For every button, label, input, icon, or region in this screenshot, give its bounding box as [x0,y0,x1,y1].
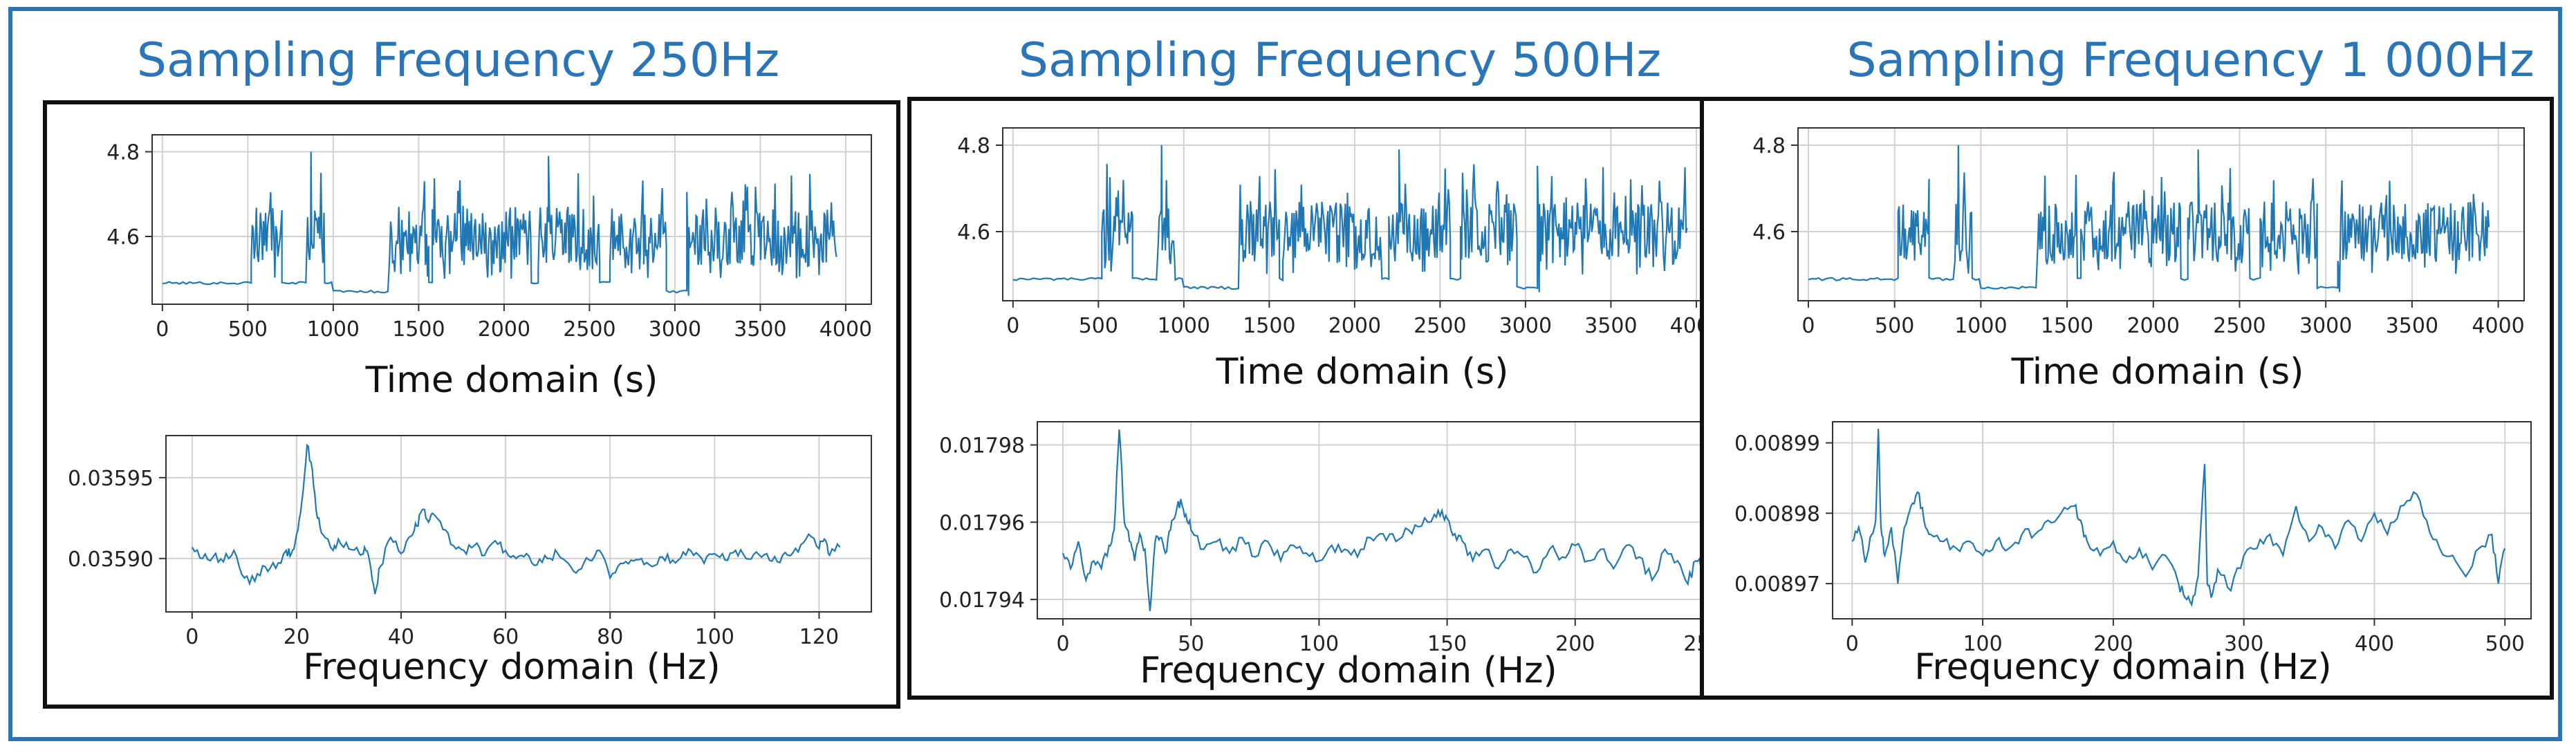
x-tick-label: 40 [388,625,414,649]
x-tick-label: 0 [156,317,169,342]
x-tick-label: 2500 [2213,314,2265,338]
time-xlabel: Time domain (s) [1216,351,1509,393]
x-tick-label: 200 [2093,632,2133,656]
panel-title: Sampling Frequency 250Hz [136,33,780,88]
plot-area [165,435,872,613]
y-tick-label: 0.01798 [939,434,1025,458]
x-tick-label: 0 [185,625,198,649]
y-tick-label: 4.6 [957,221,990,245]
x-tick-label: 1500 [2041,314,2093,338]
x-tick-label: 0 [1056,632,1069,656]
y-tick-label: 0.00897 [1734,572,1820,597]
x-tick-label: 1000 [307,317,360,342]
x-tick-label: 3500 [1584,314,1637,338]
x-tick-label: 4000 [819,317,872,342]
x-tick-label: 200 [1555,632,1595,656]
x-tick-label: 100 [1963,632,2002,656]
x-tick-label: 0 [1006,314,1019,338]
x-tick-label: 150 [1427,632,1467,656]
x-tick-label: 2500 [563,317,615,342]
x-tick-label: 1500 [1243,314,1295,338]
x-tick-label: 400 [2355,632,2394,656]
y-tick-label: 0.00898 [1734,502,1820,526]
frequency-series-line [191,443,841,595]
time-xlabel: Time domain (s) [2011,351,2304,393]
frequency-series-line [1851,429,2506,607]
y-tick-label: 4.8 [106,141,140,165]
x-tick-label: 2000 [2127,314,2180,338]
x-tick-label: 3000 [2299,314,2352,338]
x-tick-label: 1500 [392,317,445,342]
freq-xlabel: Frequency domain (Hz) [1140,650,1557,691]
plot-area [1797,127,2525,301]
x-tick-label: 1000 [1954,314,2007,338]
y-tick-label: 0.03590 [68,548,154,572]
x-tick-label: 2500 [1414,314,1466,338]
x-tick-label: 60 [492,625,519,649]
y-tick-label: 4.6 [1752,221,1786,245]
time-xlabel: Time domain (s) [365,360,658,401]
y-tick-label: 0.03595 [68,467,154,491]
x-tick-label: 2000 [1328,314,1381,338]
x-tick-label: 0 [1846,632,1859,656]
y-tick-label: 4.8 [1752,134,1786,158]
x-tick-label: 100 [1299,632,1339,656]
x-tick-label: 3000 [1499,314,1552,338]
x-tick-label: 80 [597,625,623,649]
y-tick-label: 4.8 [957,134,990,158]
panel-title: Sampling Frequency 500Hz [1018,33,1662,88]
figure-frame [8,7,2562,741]
x-tick-label: 3500 [734,317,786,342]
freq-xlabel: Frequency domain (Hz) [303,646,721,688]
x-tick-label: 300 [2224,632,2263,656]
x-tick-label: 120 [799,625,839,649]
freq-xlabel: Frequency domain (Hz) [1914,646,2332,688]
x-tick-label: 100 [695,625,734,649]
time-series-line [1012,145,1688,292]
plot-area [151,134,872,305]
panel-title: Sampling Frequency 1 000Hz [1846,33,2535,88]
time-series-line [1808,145,2490,292]
plot-area [1832,421,2532,619]
x-tick-label: 500 [2485,632,2525,656]
x-tick-label: 20 [284,625,310,649]
x-tick-label: 500 [1079,314,1118,338]
x-tick-label: 4000 [2472,314,2524,338]
time-series-line [162,151,837,296]
y-tick-label: 4.6 [106,225,140,250]
panel-box [43,100,900,709]
x-tick-label: 2000 [478,317,530,342]
x-tick-label: 500 [1875,314,1914,338]
x-tick-label: 0 [1801,314,1815,338]
frequency-series-line [1062,429,1704,611]
x-tick-label: 50 [1178,632,1204,656]
x-tick-label: 3500 [2386,314,2438,338]
y-tick-label: 0.01796 [939,511,1025,535]
x-tick-label: 1000 [1158,314,1210,338]
y-tick-label: 0.01794 [939,588,1025,613]
x-tick-label: 3000 [649,317,701,342]
y-tick-label: 0.00899 [1734,432,1820,456]
x-tick-label: 500 [228,317,268,342]
